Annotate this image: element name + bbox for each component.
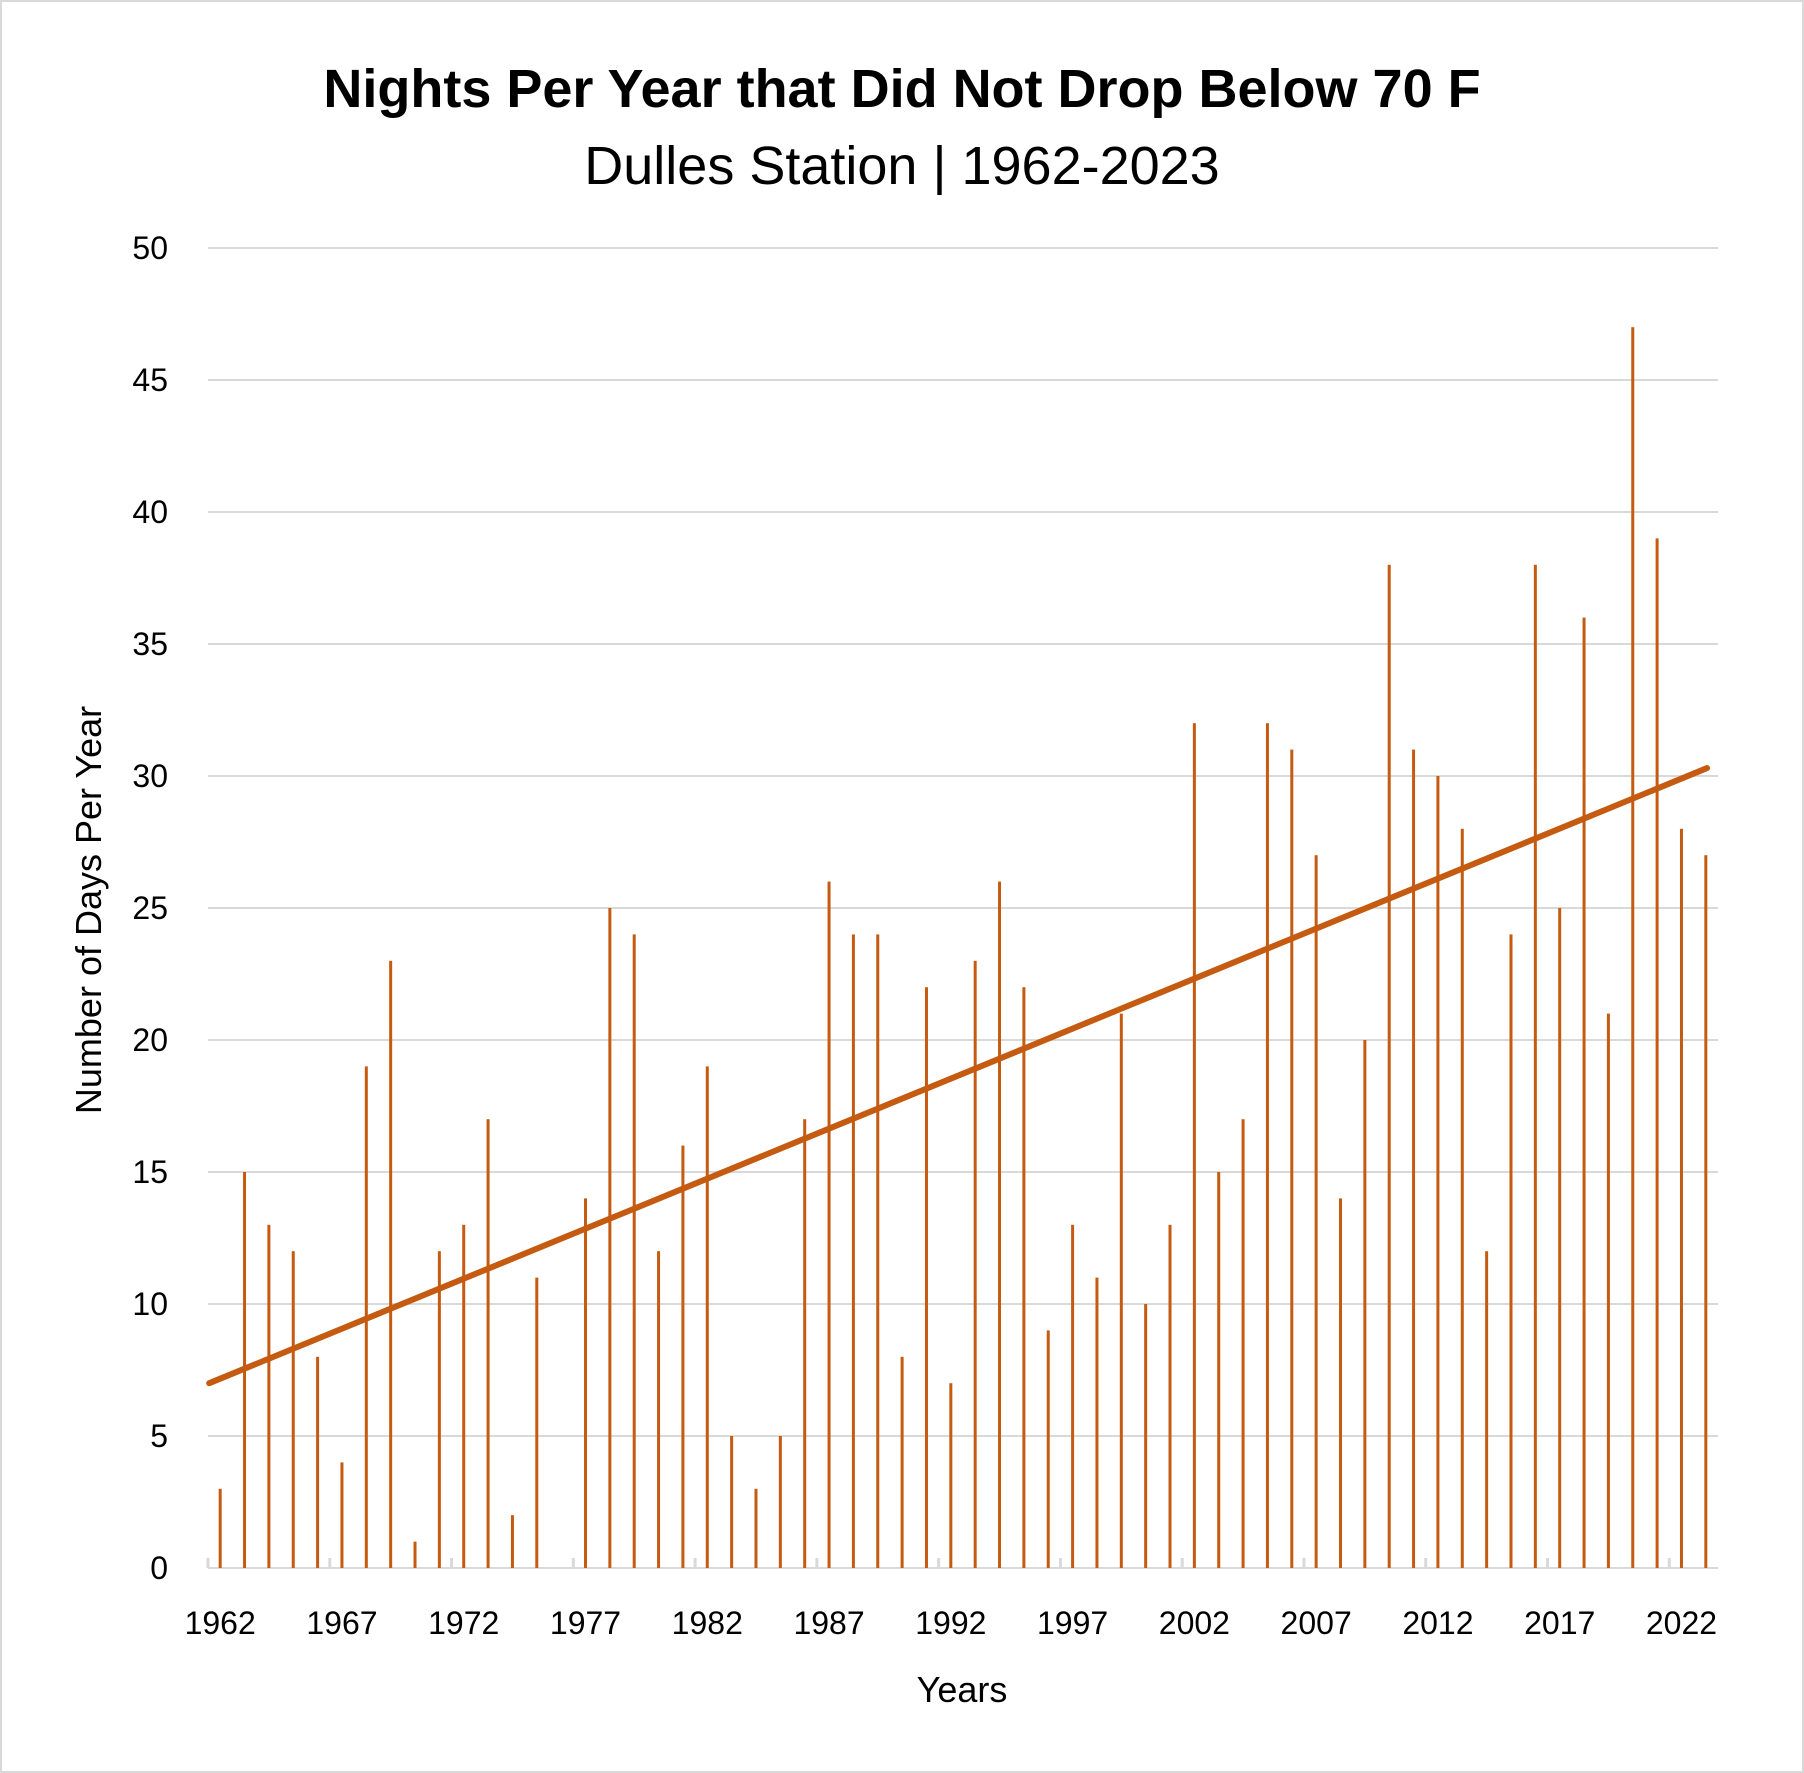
y-tick-label: 50 [132, 230, 168, 266]
y-tick-label: 25 [132, 890, 168, 926]
x-tick-label: 1987 [793, 1605, 864, 1641]
x-tick-label: 2007 [1281, 1605, 1352, 1641]
bar [267, 1224, 271, 1568]
bar [1558, 908, 1562, 1568]
bar [413, 1541, 417, 1568]
bar [389, 960, 393, 1568]
x-tick-label: 1972 [428, 1605, 499, 1641]
bar [437, 1251, 441, 1568]
bar [924, 987, 928, 1568]
bar [949, 1383, 953, 1568]
bar [608, 908, 612, 1568]
bar [535, 1277, 539, 1568]
bar [1363, 1040, 1367, 1568]
y-tick-label: 0 [150, 1550, 168, 1586]
bar [1606, 1013, 1610, 1568]
bar [1485, 1251, 1489, 1568]
bars [218, 327, 1708, 1569]
bar [705, 1066, 709, 1568]
bar [1655, 538, 1659, 1568]
bar [291, 1251, 295, 1568]
bar [1412, 749, 1416, 1568]
trendline [206, 765, 1711, 1387]
bar [998, 881, 1002, 1568]
bar [1314, 855, 1318, 1568]
bar [316, 1356, 320, 1568]
y-tick-label: 45 [132, 362, 168, 398]
y-tick-label: 40 [132, 494, 168, 530]
bar [1071, 1224, 1075, 1568]
y-tick-label: 30 [132, 758, 168, 794]
bar [584, 1198, 587, 1568]
x-axis [206, 1558, 1718, 1569]
bar [1509, 934, 1513, 1568]
chart-subtitle: Dulles Station | 1962-2023 [584, 136, 1220, 196]
bar [876, 934, 880, 1568]
bar [1022, 987, 1026, 1568]
bar [1168, 1224, 1172, 1568]
x-tick-label: 2012 [1402, 1605, 1473, 1641]
y-tick-label: 35 [132, 626, 168, 662]
y-axis-title: Number of Days Per Year [68, 706, 109, 1114]
bar [1217, 1172, 1221, 1568]
bar [1095, 1277, 1099, 1568]
bar [632, 934, 636, 1568]
bar [730, 1436, 734, 1568]
bar [1387, 564, 1391, 1568]
bar [851, 934, 855, 1568]
bar [1290, 749, 1294, 1568]
x-tick-label: 1977 [550, 1605, 621, 1641]
bar [681, 1145, 685, 1568]
bar [218, 1488, 222, 1568]
bar [1704, 855, 1708, 1568]
bar [778, 1436, 782, 1568]
x-tick-label: 2022 [1646, 1605, 1717, 1641]
bar [1631, 327, 1635, 1569]
gridlines [208, 247, 1718, 1437]
bar [1582, 617, 1586, 1568]
bar [1046, 1330, 1050, 1568]
bar [1436, 776, 1440, 1568]
bar [1460, 828, 1464, 1568]
bar [1241, 1119, 1245, 1568]
bar [973, 960, 977, 1568]
x-tick-label: 2017 [1524, 1605, 1595, 1641]
x-tick-label: 1982 [672, 1605, 743, 1641]
y-tick-label: 15 [132, 1154, 168, 1190]
bar [1339, 1198, 1342, 1568]
x-axis-ticks: 1962 1967 1972 1977 1982 1987 1992 1997 2002 2007… [185, 1605, 1717, 1641]
bar [1679, 828, 1683, 1568]
bar [510, 1515, 514, 1568]
trendline-group [206, 765, 1711, 1387]
bar [340, 1462, 344, 1568]
y-tick-label: 5 [150, 1418, 168, 1454]
bar [754, 1488, 758, 1568]
x-tick-label: 1997 [1037, 1605, 1108, 1641]
x-tick-label: 1962 [185, 1605, 256, 1641]
bar [1192, 723, 1196, 1568]
bar [1119, 1013, 1123, 1568]
y-tick-label: 10 [132, 1286, 168, 1322]
y-tick-label: 20 [132, 1022, 168, 1058]
bar [900, 1356, 904, 1568]
x-axis-title: Years [917, 1669, 1008, 1710]
bar [1144, 1304, 1148, 1568]
y-axis-ticks: 0 5 10 15 20 25 30 35 40 45 50 [132, 230, 168, 1586]
x-tick-label: 2002 [1159, 1605, 1230, 1641]
x-tick-label: 1967 [306, 1605, 377, 1641]
bar [462, 1224, 466, 1568]
bar [827, 881, 831, 1568]
bar [657, 1251, 661, 1568]
bar [1533, 564, 1537, 1568]
x-tick-label: 1992 [915, 1605, 986, 1641]
chart-title: Nights Per Year that Did Not Drop Below … [323, 59, 1481, 119]
bar [1265, 723, 1269, 1568]
bar [486, 1119, 490, 1568]
bar [803, 1119, 807, 1568]
